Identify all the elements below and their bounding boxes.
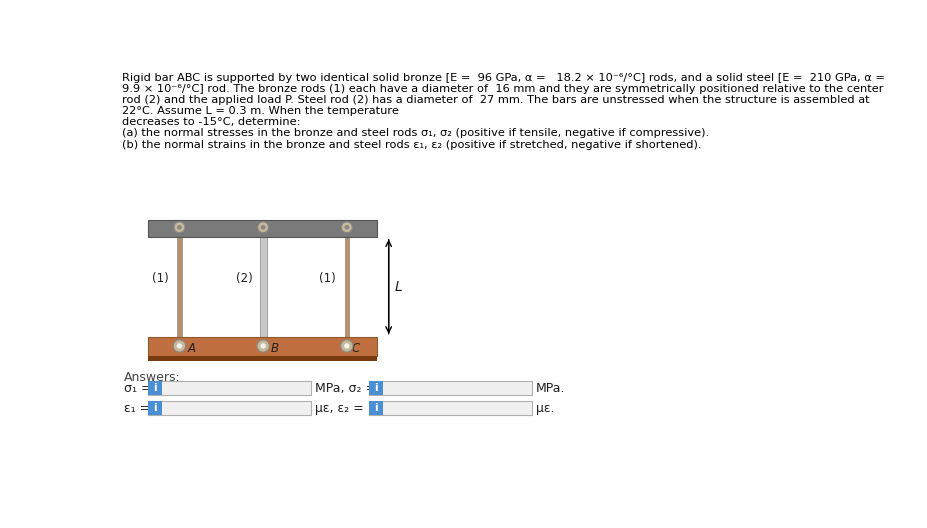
Circle shape: [344, 343, 349, 348]
Text: MPa, σ₂ =: MPa, σ₂ =: [315, 382, 376, 395]
Text: ε₁ =: ε₁ =: [123, 402, 150, 415]
Text: Rigid bar ABC is supported by two identical solid bronze [E =  96 GPa, α =   18.: Rigid bar ABC is supported by two identi…: [122, 73, 885, 82]
Bar: [260, 237, 267, 337]
Bar: [369, 381, 383, 395]
Bar: [345, 237, 349, 337]
Text: με.: με.: [536, 402, 554, 415]
Text: i: i: [154, 383, 158, 393]
Bar: [148, 356, 377, 361]
Text: i: i: [375, 383, 378, 393]
Text: (b) the normal strains in the bronze and steel rods ε₁, ε₂ (positive if stretche: (b) the normal strains in the bronze and…: [122, 139, 702, 149]
Circle shape: [177, 343, 182, 348]
Text: B: B: [271, 342, 279, 355]
Bar: [369, 401, 383, 415]
Bar: [148, 381, 311, 395]
Circle shape: [258, 222, 269, 233]
Text: MPa.: MPa.: [536, 382, 565, 395]
Text: με, ε₂ =: με, ε₂ =: [315, 402, 363, 415]
Circle shape: [341, 222, 352, 233]
Circle shape: [177, 225, 182, 230]
Circle shape: [260, 343, 266, 348]
Text: rod (2) and the applied load P. Steel rod (2) has a diameter of  27 mm. The bars: rod (2) and the applied load P. Steel ro…: [122, 95, 870, 105]
Bar: [148, 401, 311, 415]
Text: σ₁ =: σ₁ =: [123, 382, 151, 395]
Bar: [369, 401, 532, 415]
Bar: [369, 381, 532, 395]
Text: C: C: [351, 342, 360, 355]
Bar: [177, 237, 182, 337]
Text: i: i: [375, 403, 378, 413]
Text: decreases to -15°C, determine:: decreases to -15°C, determine:: [122, 117, 300, 127]
Circle shape: [174, 222, 184, 233]
Text: L: L: [395, 280, 402, 294]
Text: (1): (1): [152, 272, 169, 286]
Bar: [148, 337, 377, 356]
Bar: [148, 220, 377, 237]
Circle shape: [173, 340, 185, 352]
Text: A: A: [187, 342, 196, 355]
Text: (2): (2): [235, 272, 252, 286]
Text: (a) the normal stresses in the bronze and steel rods σ₁, σ₂ (positive if tensile: (a) the normal stresses in the bronze an…: [122, 128, 709, 138]
Bar: [148, 401, 162, 415]
Text: 9.9 × 10⁻⁶/°C] rod. The bronze rods (1) each have a diameter of  16 mm and they : 9.9 × 10⁻⁶/°C] rod. The bronze rods (1) …: [122, 84, 883, 94]
Text: 22°C. Assume L = 0.3 m. When the temperature: 22°C. Assume L = 0.3 m. When the tempera…: [122, 106, 399, 116]
Circle shape: [257, 340, 270, 352]
Text: Answers:: Answers:: [123, 371, 181, 384]
Circle shape: [340, 340, 353, 352]
Circle shape: [260, 225, 265, 230]
Bar: [148, 381, 162, 395]
Text: (1): (1): [319, 272, 336, 286]
Circle shape: [345, 225, 349, 230]
Text: i: i: [154, 403, 158, 413]
